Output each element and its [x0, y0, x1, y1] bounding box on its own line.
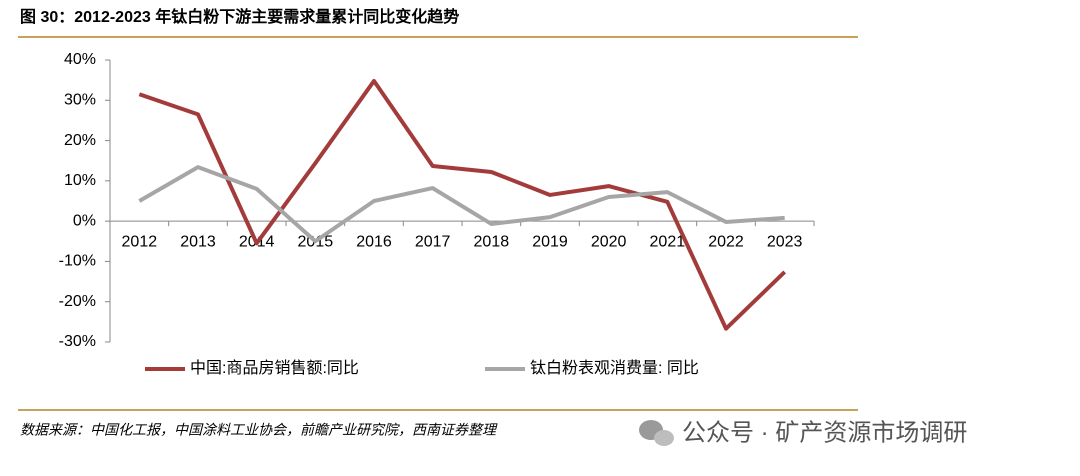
x-tick-label: 2022 — [708, 233, 744, 250]
y-tick-label: 0% — [73, 212, 96, 229]
x-tick-label: 2021 — [650, 233, 686, 250]
y-tick-label: -30% — [59, 333, 96, 350]
y-tick-label: 20% — [64, 132, 96, 149]
x-tick-label: 2023 — [767, 233, 803, 250]
x-tick-label: 2013 — [180, 233, 216, 250]
chart-title: 图 30：2012-2023 年钛白粉下游主要需求量累计同比变化趋势 — [20, 7, 459, 26]
legend-label: 钛白粉表观消费量: 同比 — [530, 359, 699, 377]
source-note: 数据来源：中国化工报，中国涂料工业协会，前瞻产业研究院，西南证券整理 — [20, 422, 498, 438]
x-tick-label: 2012 — [122, 233, 158, 250]
watermark: 公众号 · 矿产资源市场调研 — [682, 419, 967, 446]
y-tick-label: 30% — [64, 92, 96, 109]
series-line — [138, 165, 785, 244]
x-tick-label: 2017 — [415, 233, 451, 250]
y-tick-label: 40% — [64, 51, 96, 68]
y-tick-label: -20% — [59, 293, 96, 310]
x-tick-label: 2020 — [591, 233, 627, 250]
series-line — [138, 78, 787, 331]
x-tick-label: 2019 — [532, 233, 568, 250]
y-tick-label: 10% — [64, 172, 96, 189]
x-tick-label: 2016 — [356, 233, 392, 250]
watermark-icon — [639, 420, 674, 446]
x-tick-label: 2018 — [474, 233, 510, 250]
y-tick-label: -10% — [59, 253, 96, 270]
legend-label: 中国:商品房销售额:同比 — [190, 359, 359, 377]
